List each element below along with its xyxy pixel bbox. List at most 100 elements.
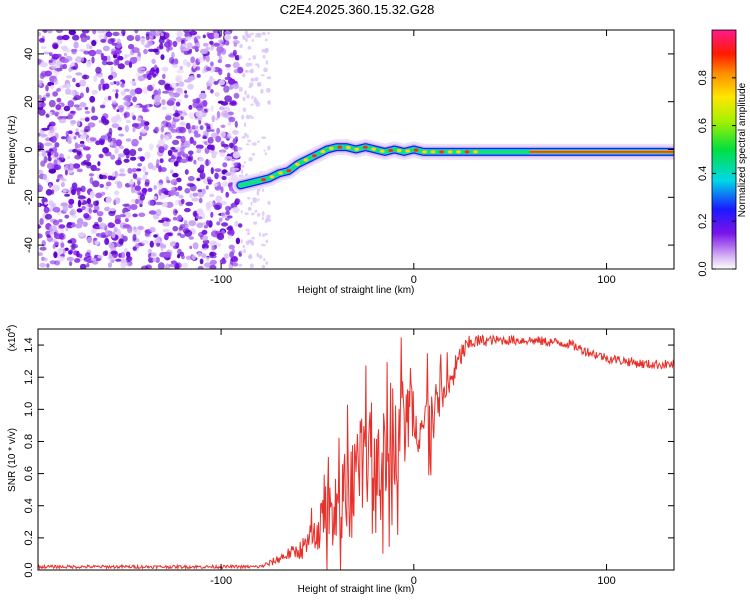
noise-speck bbox=[155, 209, 162, 217]
noise-speck bbox=[109, 207, 116, 212]
noise-speck bbox=[63, 52, 67, 57]
noise-speck bbox=[192, 62, 197, 69]
noise-speck bbox=[249, 32, 254, 36]
noise-speck bbox=[261, 32, 266, 36]
noise-speck bbox=[154, 126, 159, 134]
noise-speck bbox=[210, 46, 214, 51]
ridge-hotspot bbox=[269, 175, 275, 179]
noise-speck bbox=[250, 103, 254, 106]
noise-speck bbox=[224, 253, 229, 260]
noise-speck bbox=[41, 97, 46, 102]
snr-frame bbox=[37, 328, 675, 571]
noise-speck bbox=[62, 63, 68, 70]
colorbar-gradient bbox=[711, 29, 737, 270]
noise-speck bbox=[162, 73, 166, 79]
noise-speck bbox=[238, 55, 243, 60]
noise-speck bbox=[107, 131, 113, 139]
noise-speck bbox=[152, 48, 159, 53]
noise-speck bbox=[195, 110, 203, 118]
noise-speck bbox=[160, 54, 165, 60]
ridge-hotspot bbox=[456, 150, 461, 154]
noise-speck bbox=[134, 243, 140, 249]
noise-speck bbox=[162, 221, 170, 227]
noise-speck bbox=[216, 232, 225, 241]
noise-speck bbox=[112, 88, 117, 93]
noise-speck bbox=[205, 206, 212, 212]
noise-speck bbox=[77, 199, 82, 208]
snr-background bbox=[38, 329, 674, 570]
y-tick-label: 20 bbox=[23, 96, 35, 108]
noise-speck bbox=[73, 136, 77, 140]
noise-speck bbox=[235, 198, 241, 204]
noise-speck bbox=[233, 162, 240, 168]
noise-speck bbox=[54, 151, 59, 158]
noise-speck bbox=[71, 62, 75, 67]
noise-speck bbox=[114, 147, 119, 154]
noise-speck bbox=[129, 156, 137, 161]
noise-speck bbox=[227, 233, 232, 239]
noise-speck bbox=[252, 197, 257, 201]
noise-speck bbox=[126, 256, 133, 262]
signal-ridge bbox=[232, 139, 674, 194]
noise-speck bbox=[228, 78, 236, 85]
noise-speck bbox=[229, 100, 237, 105]
noise-speck bbox=[195, 125, 199, 130]
noise-speck bbox=[185, 201, 194, 207]
noise-speck bbox=[56, 87, 62, 92]
noise-speck bbox=[144, 171, 149, 176]
noise-speck bbox=[132, 115, 137, 121]
noise-speck bbox=[48, 148, 54, 152]
noise-speck bbox=[238, 174, 244, 178]
noise-speck bbox=[215, 202, 223, 210]
noise-speck bbox=[257, 82, 262, 87]
noise-speck bbox=[165, 218, 172, 223]
noise-speck bbox=[114, 218, 122, 225]
noise-speck bbox=[130, 204, 138, 210]
noise-speck bbox=[161, 202, 168, 207]
noise-speck bbox=[119, 214, 126, 218]
noise-speck bbox=[215, 135, 222, 143]
noise-speck bbox=[151, 165, 157, 171]
noise-speck bbox=[179, 65, 183, 71]
noise-speck bbox=[38, 169, 44, 174]
noise-speck bbox=[201, 253, 207, 259]
noise-speck bbox=[241, 114, 245, 120]
noise-speck bbox=[81, 30, 90, 34]
colorbar-tick-label: 0.4 bbox=[697, 166, 709, 181]
noise-speck bbox=[73, 95, 82, 101]
noise-speck bbox=[221, 175, 227, 181]
noise-speck bbox=[202, 48, 209, 54]
noise-speck bbox=[188, 74, 196, 81]
noise-speck bbox=[205, 158, 209, 167]
y-tick-label: 1.2 bbox=[23, 370, 35, 385]
noise-speck bbox=[213, 32, 219, 39]
noise-speck bbox=[185, 255, 192, 260]
noise-speck bbox=[218, 56, 223, 61]
noise-speck bbox=[147, 253, 151, 259]
noise-speck bbox=[197, 103, 202, 112]
noise-speck bbox=[110, 66, 114, 73]
noise-speck bbox=[184, 188, 191, 194]
noise-speck bbox=[52, 244, 56, 249]
noise-speck bbox=[135, 168, 142, 172]
noise-speck bbox=[265, 239, 269, 244]
noise-speck bbox=[241, 136, 246, 139]
noise-speck bbox=[240, 210, 243, 214]
noise-speck bbox=[207, 181, 212, 185]
noise-speck bbox=[220, 48, 227, 55]
noise-speck bbox=[134, 87, 143, 95]
noise-speck bbox=[68, 261, 73, 267]
noise-speck bbox=[245, 240, 250, 246]
noise-speck bbox=[97, 254, 104, 259]
snr-scale-prefix: (x10 bbox=[7, 331, 18, 351]
noise-speck bbox=[177, 254, 181, 259]
noise-speck bbox=[214, 168, 222, 173]
y-tick-label: 1.4 bbox=[23, 337, 35, 352]
snr-scale-exponent: 4 bbox=[6, 328, 13, 332]
noise-speck bbox=[213, 42, 220, 47]
noise-speck bbox=[122, 235, 128, 242]
noise-speck bbox=[118, 238, 124, 245]
noise-speck bbox=[232, 83, 240, 90]
noise-speck bbox=[193, 159, 197, 165]
